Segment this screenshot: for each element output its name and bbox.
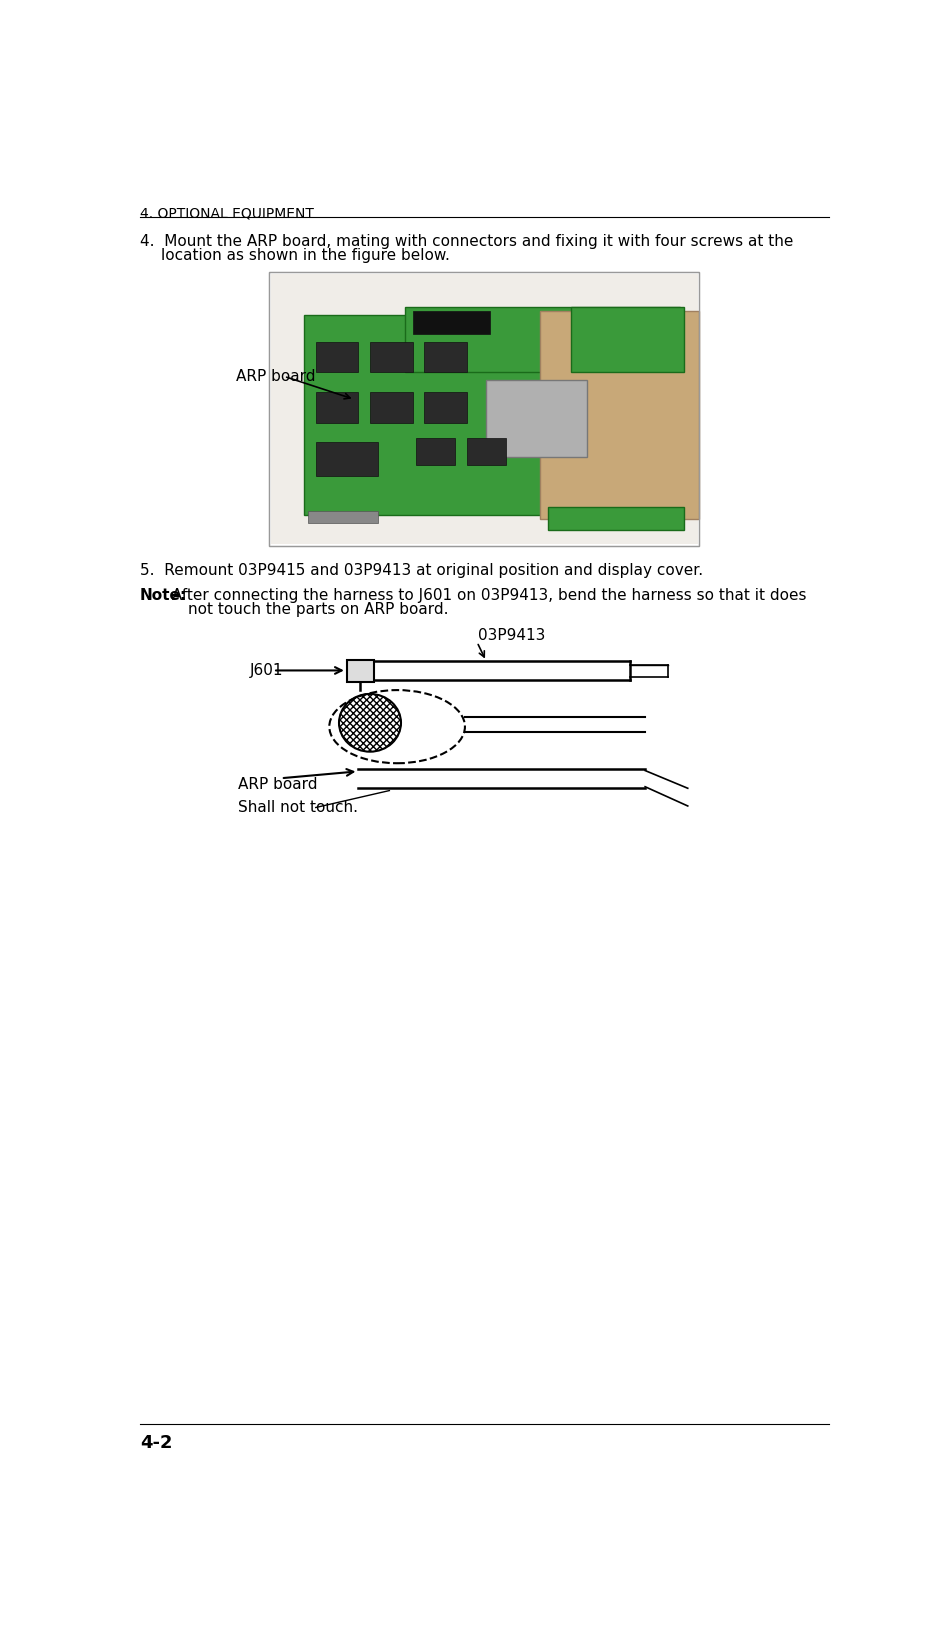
Bar (346, 659, 374, 682)
Bar (424, 342, 466, 373)
Text: not touch the parts on ARP board.: not touch the parts on ARP board. (188, 602, 447, 617)
Text: 4-2: 4-2 (140, 1434, 172, 1452)
Text: 4.  Mount the ARP board, mating with connectors and fixing it with four screws a: 4. Mount the ARP board, mating with conn… (140, 234, 792, 249)
Bar (413, 311, 490, 334)
Bar (424, 392, 466, 423)
Polygon shape (540, 311, 699, 519)
Bar (308, 511, 378, 523)
Bar (269, 272, 699, 545)
Bar (271, 274, 697, 544)
Bar (548, 508, 683, 531)
Text: 5.  Remount 03P9415 and 03P9413 at original position and display cover.: 5. Remount 03P9415 and 03P9413 at origin… (140, 563, 702, 578)
Bar (315, 342, 358, 373)
Ellipse shape (339, 694, 400, 752)
Text: ARP board: ARP board (236, 370, 315, 384)
Text: Note:: Note: (140, 588, 187, 602)
Polygon shape (304, 314, 544, 514)
Text: 4. OPTIONAL EQUIPMENT: 4. OPTIONAL EQUIPMENT (140, 207, 313, 221)
Bar (370, 342, 413, 373)
Text: ARP board: ARP board (238, 777, 317, 791)
Bar (315, 392, 358, 423)
Bar (370, 392, 413, 423)
Bar (571, 308, 683, 373)
Text: J601: J601 (249, 663, 283, 677)
Bar (466, 438, 505, 466)
Polygon shape (404, 308, 680, 373)
Bar (486, 381, 586, 457)
Text: location as shown in the figure below.: location as shown in the figure below. (160, 247, 449, 262)
Bar (416, 438, 455, 466)
Text: After connecting the harness to J601 on 03P9413, bend the harness so that it doe: After connecting the harness to J601 on … (167, 588, 805, 602)
Text: Shall not touch.: Shall not touch. (238, 799, 358, 816)
Bar (269, 272, 699, 545)
Text: 03P9413: 03P9413 (478, 628, 546, 643)
Bar (315, 441, 378, 477)
